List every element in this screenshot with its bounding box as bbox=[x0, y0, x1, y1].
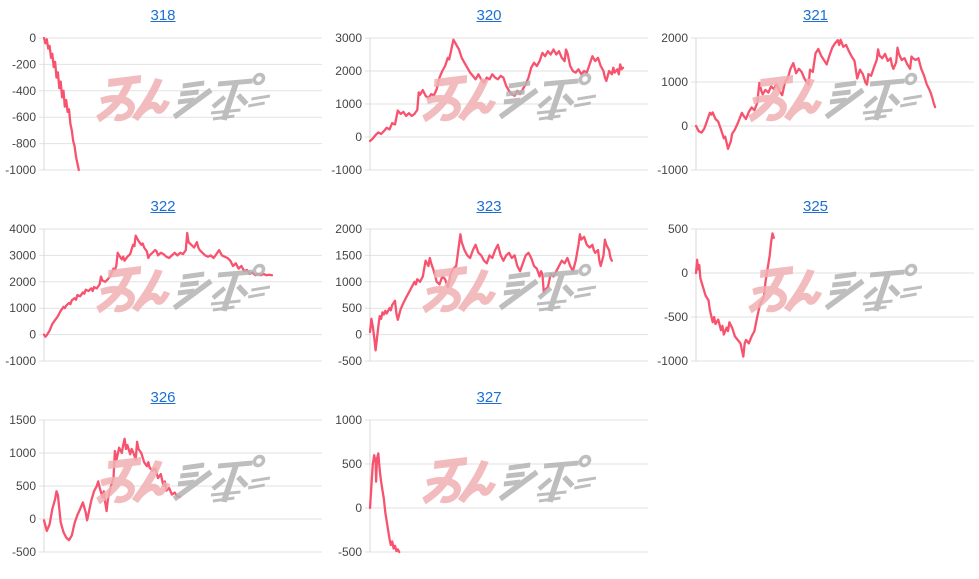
y-axis-tick-label: -600 bbox=[12, 110, 36, 124]
y-axis-tick-label: 500 bbox=[16, 479, 36, 493]
series-line bbox=[368, 452, 401, 554]
y-axis-tick-label: 1000 bbox=[335, 97, 362, 111]
chart-title: 326 bbox=[0, 382, 326, 415]
line-chart: 1500 1000 500 0 -500 bbox=[9, 415, 322, 559]
chart-title: 322 bbox=[0, 191, 326, 224]
chart-cell: 327 1000 500 0 -500 bbox=[326, 382, 652, 573]
y-axis-tick-label: 500 bbox=[342, 457, 362, 471]
chart-title-link[interactable]: 321 bbox=[802, 7, 829, 24]
y-axis-tick-label: 3000 bbox=[335, 33, 362, 45]
chart-title: 318 bbox=[0, 0, 326, 33]
y-axis-tick-label: 1000 bbox=[335, 415, 362, 427]
chart-title-link[interactable]: 327 bbox=[476, 389, 502, 406]
minrepo-watermark bbox=[98, 266, 274, 312]
chart-cell: 318 0 -200 -400 -600 -800 -1000 bbox=[0, 0, 326, 191]
y-axis-tick-label: -1000 bbox=[657, 163, 688, 177]
series-line bbox=[694, 38, 937, 151]
minrepo-watermark bbox=[750, 75, 926, 121]
line-chart: 2000 1000 0 -1000 bbox=[657, 33, 974, 177]
chart-title-link[interactable]: 318 bbox=[150, 7, 176, 24]
chart-cell: 321 2000 1000 0 -1000 bbox=[652, 0, 979, 191]
chart-cell: 326 1500 1000 500 0 -500 bbox=[0, 382, 326, 573]
y-axis-tick-label: 1000 bbox=[9, 301, 36, 315]
y-axis-tick-label: 0 bbox=[29, 33, 36, 45]
y-axis-tick-label: -400 bbox=[12, 84, 36, 98]
series-line bbox=[368, 38, 625, 143]
y-axis-tick-label: 1000 bbox=[661, 75, 688, 89]
minrepo-watermark bbox=[98, 457, 274, 503]
chart-title-link[interactable]: 322 bbox=[150, 198, 176, 215]
y-axis-tick-label: 1000 bbox=[9, 446, 36, 460]
y-axis-tick-label: 0 bbox=[355, 328, 362, 342]
chart-title: 320 bbox=[326, 0, 652, 33]
y-axis-tick-label: 0 bbox=[355, 501, 362, 515]
chart-title: 321 bbox=[652, 0, 979, 33]
y-axis-tick-label: 500 bbox=[668, 224, 688, 236]
y-axis-tick-label: 1500 bbox=[335, 248, 362, 262]
line-chart: 500 0 -500 -1000 bbox=[657, 224, 974, 368]
minrepo-watermark bbox=[750, 266, 926, 312]
y-axis-tick-label: 4000 bbox=[9, 224, 36, 236]
y-axis-tick-label: -800 bbox=[12, 137, 36, 151]
y-axis-tick-label: 0 bbox=[355, 130, 362, 144]
y-axis-tick-label: -1000 bbox=[5, 354, 36, 368]
y-axis-tick-label: 1000 bbox=[335, 275, 362, 289]
y-axis-tick-label: 500 bbox=[342, 301, 362, 315]
y-axis-tick-label: 2000 bbox=[661, 33, 688, 45]
chart-title: 325 bbox=[652, 191, 979, 224]
y-axis-tick-label: -500 bbox=[338, 354, 362, 368]
line-chart: 2000 1500 1000 500 0 -500 bbox=[335, 224, 648, 368]
chart-cell: 322 4000 3000 2000 1000 0 -1000 bbox=[0, 191, 326, 382]
line-chart: 0 -200 -400 -600 -800 -1000 bbox=[5, 33, 322, 177]
minrepo-watermark bbox=[424, 266, 600, 312]
minrepo-watermark bbox=[424, 75, 600, 121]
y-axis-tick-label: 0 bbox=[29, 328, 36, 342]
series-line bbox=[368, 233, 614, 352]
y-axis-tick-label: -500 bbox=[338, 545, 362, 559]
y-axis-tick-label: 3000 bbox=[9, 248, 36, 262]
series-line bbox=[42, 36, 80, 172]
chart-title-link[interactable]: 325 bbox=[802, 198, 829, 215]
y-axis-tick-label: -1000 bbox=[657, 354, 688, 368]
chart-title-link[interactable]: 326 bbox=[150, 389, 176, 406]
minrepo-watermark bbox=[98, 75, 274, 121]
y-axis-tick-label: 2000 bbox=[335, 64, 362, 78]
y-axis-tick-label: -500 bbox=[12, 545, 36, 559]
y-axis-tick-label: -1000 bbox=[331, 163, 362, 177]
y-axis-tick-label: 0 bbox=[29, 512, 36, 526]
line-chart: 3000 2000 1000 0 -1000 bbox=[331, 33, 648, 177]
chart-cell: 325 500 0 -500 -1000 bbox=[652, 191, 979, 382]
y-axis-tick-label: 2000 bbox=[335, 224, 362, 236]
line-chart: 1000 500 0 -500 bbox=[335, 415, 648, 559]
y-axis-tick-label: -500 bbox=[664, 310, 688, 324]
chart-title: 327 bbox=[326, 382, 652, 415]
y-axis-tick-label: 0 bbox=[681, 266, 688, 280]
minrepo-watermark bbox=[424, 457, 600, 503]
chart-title-link[interactable]: 320 bbox=[476, 7, 502, 24]
y-axis-tick-label: -200 bbox=[12, 57, 36, 71]
y-axis-tick-label: 0 bbox=[681, 119, 688, 133]
chart-cell: 320 3000 2000 1000 0 -1000 bbox=[326, 0, 652, 191]
line-chart: 4000 3000 2000 1000 0 -1000 bbox=[5, 224, 322, 368]
chart-title: 323 bbox=[326, 191, 652, 224]
chart-title-link[interactable]: 323 bbox=[476, 198, 502, 215]
chart-cell: 323 2000 1500 1000 500 0 -500 bbox=[326, 191, 652, 382]
y-axis-tick-label: 2000 bbox=[9, 275, 36, 289]
y-axis-tick-label: -1000 bbox=[5, 163, 36, 177]
series-line bbox=[42, 231, 274, 338]
y-axis-tick-label: 1500 bbox=[9, 415, 36, 427]
series-line bbox=[694, 232, 775, 358]
